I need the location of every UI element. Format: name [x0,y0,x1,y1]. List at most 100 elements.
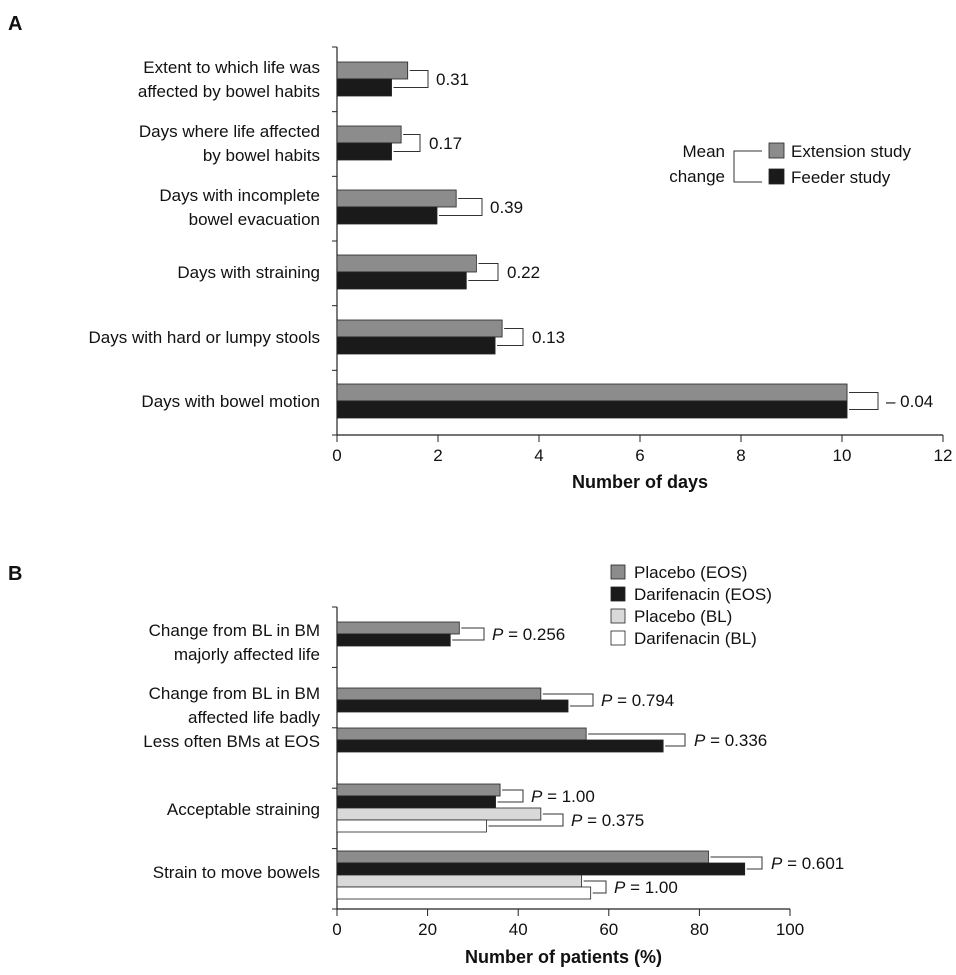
chart-a: 0 2 4 6 8 10 12 Number of days Extent to which l… [89,46,953,492]
legend-swatch-a [768,168,785,185]
bar-darifenacin-eos [336,633,451,647]
p-value-annotation: P = 0.601 [771,854,844,873]
x-tick-label-b: 60 [599,920,618,939]
category-label-a: Days with straining [177,263,320,282]
category-label-b: Acceptable straining [167,800,320,819]
p-value-annotation: P = 0.336 [694,731,767,750]
x-axis-title-b: Number of patients (%) [465,947,662,967]
annotation-a: 0.17 [429,134,462,153]
legend-title-a: Mean [682,142,725,161]
bar-placebo-bl [336,807,542,821]
significance-bracket-b [583,880,607,894]
category-label-a: Days with hard or lumpy stools [89,328,320,347]
p-value-annotation: P = 0.794 [601,691,674,710]
significance-bracket-a [438,198,483,216]
significance-bracket-a [393,70,429,88]
category-label-b: Change from BL in BM [149,621,320,640]
significance-bracket-b [710,856,763,870]
panel-a-label: A [8,13,22,35]
bar-extension-study [336,319,503,338]
x-tick-label-b: 0 [332,920,341,939]
significance-bracket-b [452,627,485,641]
legend-swatch-b [610,608,626,624]
significance-bracket-a [849,392,879,410]
bar-feeder-study [336,271,467,290]
bar-darifenacin-eos [336,699,569,713]
p-value-annotation: P = 0.256 [492,625,565,644]
category-label-a: Extent to which life was [143,58,320,77]
annotation-a: – 0.04 [886,392,933,411]
x-axis-title-a: Number of days [572,472,708,492]
bar-placebo-eos [336,621,460,635]
x-tick-label-a: 10 [833,446,852,465]
legend-swatch-b [610,586,626,602]
significance-bracket-b [497,789,524,803]
category-label-b: Change from BL in BM [149,684,320,703]
bar-darifenacin-eos [336,862,746,876]
p-value-annotation: P = 1.00 [531,787,595,806]
bar-darifenacin-bl [336,819,487,833]
bar-feeder-study [336,400,848,419]
significance-bracket-a [393,134,421,152]
annotation-a: 0.13 [532,328,565,347]
legend-title-a: change [669,167,725,186]
legend-label-b: Placebo (EOS) [634,563,747,582]
bar-extension-study [336,383,848,402]
x-tick-label-b: 20 [418,920,437,939]
category-label-a: Days where life affected [139,122,320,141]
legend-label-a: Extension study [791,142,912,161]
bar-darifenacin-eos [336,795,496,809]
legend-label-b: Darifenacin (BL) [634,629,757,648]
bar-feeder-study [336,142,392,161]
panel-b-label: B [8,563,22,585]
bar-placebo-eos [336,783,501,797]
category-label-a: affected by bowel habits [138,82,320,101]
bar-placebo-eos [336,850,709,864]
annotation-a: 0.31 [436,70,469,89]
category-label-b: Strain to move bowels [153,863,320,882]
x-tick-label-a: 8 [736,446,745,465]
bar-extension-study [336,254,477,273]
category-label-a: by bowel habits [203,146,320,165]
legend-swatch-a [768,142,785,159]
bar-extension-study [336,125,402,144]
bar-feeder-study [336,336,496,355]
x-tick-label-a: 2 [433,446,442,465]
legend-label-b: Placebo (BL) [634,607,732,626]
category-label-a: Days with bowel motion [141,392,320,411]
legend-label-a: Feeder study [791,168,891,187]
category-label-a: Days with incomplete [159,186,320,205]
legend-swatch-b [610,564,626,580]
chart-b: 0 20 40 60 80 100 Number of patients (%) Change… [143,563,844,967]
legend-bracket-a [733,150,762,183]
x-tick-label-a: 12 [934,446,953,465]
significance-bracket-a [497,328,524,346]
x-tick-label-b: 80 [690,920,709,939]
bar-darifenacin-eos [336,739,664,753]
significance-bracket-a [468,263,499,281]
bar-extension-study [336,189,457,208]
bar-placebo-eos [336,727,587,741]
p-value-annotation: P = 1.00 [614,878,678,897]
bar-extension-study [336,61,409,80]
x-tick-label-b: 40 [509,920,528,939]
legend-b: Placebo (EOS) Darifenacin (EOS) Placebo (B… [610,563,772,648]
legend-swatch-b [610,630,626,646]
x-tick-label-a: 4 [534,446,543,465]
x-tick-label-a: 6 [635,446,644,465]
bar-feeder-study [336,206,438,225]
bar-darifenacin-bl [336,886,592,900]
annotation-a: 0.39 [490,198,523,217]
legend-a: Mean change Extension study Feeder study [669,142,911,187]
category-label-a: bowel evacuation [189,210,320,229]
bar-placebo-eos [336,687,542,701]
x-tick-label-a: 0 [332,446,341,465]
category-label-b: Less often BMs at EOS [143,732,320,751]
legend-label-b: Darifenacin (EOS) [634,585,772,604]
bar-feeder-study [336,78,392,97]
p-value-annotation: P = 0.375 [571,811,644,830]
significance-bracket-b [542,693,594,707]
significance-bracket-b [488,813,564,827]
category-label-b: affected life badly [188,708,320,727]
